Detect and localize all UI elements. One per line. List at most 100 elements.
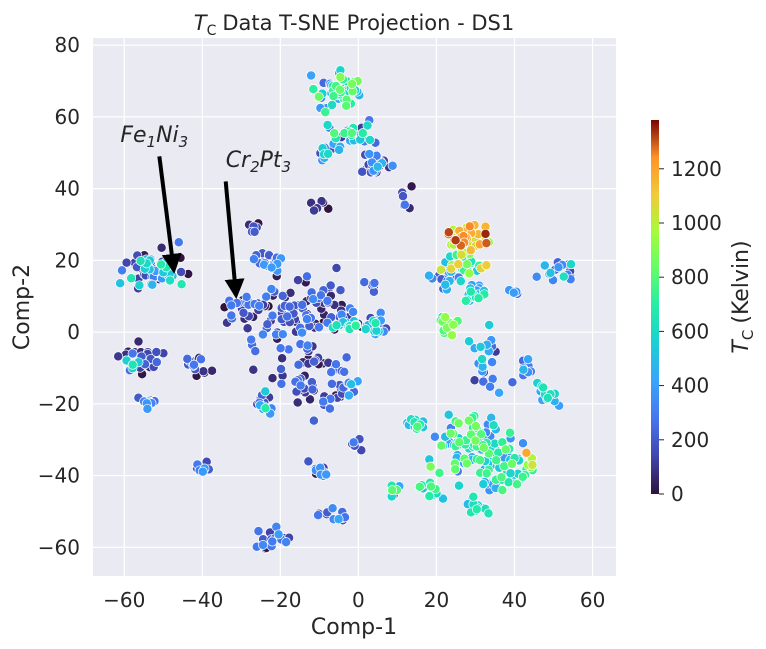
data-point — [182, 353, 193, 364]
data-point — [539, 260, 550, 271]
data-point — [477, 354, 488, 365]
data-point — [302, 340, 313, 351]
data-point — [531, 271, 542, 282]
data-point — [315, 290, 326, 301]
data-point — [453, 418, 464, 429]
data-point — [484, 320, 495, 330]
data-point — [507, 377, 518, 388]
data-point — [284, 301, 295, 312]
data-point — [173, 237, 184, 248]
data-point — [558, 271, 569, 282]
data-point — [434, 467, 445, 478]
data-point — [277, 353, 288, 364]
data-point — [545, 267, 556, 278]
data-point — [324, 403, 335, 414]
colorbar-ticks: 0 200 400 600 800 1000 1200 — [659, 157, 722, 506]
x-tick-label: −20 — [259, 588, 301, 612]
data-point — [323, 148, 334, 159]
data-point — [465, 245, 476, 256]
data-point — [147, 279, 158, 290]
colorbar — [651, 120, 659, 494]
data-point — [542, 392, 553, 403]
data-point — [496, 472, 507, 483]
data-point — [347, 79, 358, 89]
data-point — [303, 456, 314, 467]
data-point — [242, 323, 253, 334]
data-point — [507, 458, 517, 469]
colorbar-tick-label: 1000 — [671, 211, 722, 235]
data-point — [346, 128, 357, 139]
data-point — [262, 319, 273, 330]
data-point — [425, 461, 436, 472]
data-point — [281, 537, 292, 548]
data-point — [553, 262, 564, 273]
data-point — [151, 347, 162, 357]
colorbar-tick-label: 400 — [671, 374, 709, 398]
data-point — [487, 357, 498, 368]
data-point — [357, 128, 368, 139]
data-point — [454, 437, 465, 448]
colorbar-label: TC(Kelvin) — [729, 240, 757, 353]
data-point — [302, 271, 312, 282]
data-point — [226, 310, 237, 321]
data-point — [331, 359, 341, 370]
data-point — [335, 72, 346, 83]
data-point — [521, 447, 532, 458]
x-axis-label: Comp-1 — [311, 615, 397, 640]
data-point — [348, 437, 359, 448]
data-point — [370, 318, 381, 329]
data-point — [292, 397, 303, 408]
annotations: Fe1Ni3 Cr2Pt3 — [120, 123, 291, 300]
data-point — [478, 442, 489, 453]
data-point — [176, 267, 187, 277]
data-point — [250, 346, 261, 357]
annotation-arrow-fe1ni3 — [157, 156, 182, 274]
data-point — [254, 300, 265, 311]
x-tick-label: −40 — [181, 588, 223, 612]
data-point — [313, 91, 324, 102]
data-point — [429, 431, 440, 442]
data-point — [151, 357, 162, 368]
data-point — [346, 379, 357, 390]
data-point — [306, 70, 317, 81]
data-point — [257, 329, 268, 340]
data-point — [325, 280, 336, 291]
data-point — [126, 273, 137, 284]
x-tick-label: −60 — [103, 588, 145, 612]
data-point — [333, 514, 344, 525]
data-point — [241, 291, 252, 302]
data-point — [476, 429, 487, 440]
data-point — [443, 227, 454, 238]
data-point — [483, 508, 494, 519]
y-tick-label: −40 — [38, 464, 80, 488]
data-point — [313, 510, 324, 521]
colorbar-tick-label: 0 — [671, 482, 684, 506]
data-point — [399, 199, 410, 210]
data-point — [331, 320, 342, 331]
x-tick-label: 60 — [580, 588, 605, 612]
colorbar-tick-label: 200 — [671, 428, 709, 452]
data-point — [328, 91, 339, 102]
data-point — [424, 270, 434, 281]
data-point — [359, 277, 370, 288]
y-tick-label: 40 — [55, 177, 80, 201]
data-point — [142, 403, 153, 414]
y-tick-label: 60 — [55, 105, 80, 129]
x-tick-label: 20 — [424, 588, 449, 612]
data-point — [357, 166, 368, 177]
data-point — [505, 427, 515, 438]
annotation-label-fe1ni3: Fe1Ni3 — [120, 123, 188, 151]
data-point — [523, 354, 534, 365]
data-point — [469, 375, 480, 386]
data-point — [127, 359, 138, 370]
data-point — [448, 319, 459, 330]
data-point — [453, 259, 464, 270]
data-point — [276, 364, 286, 374]
data-point — [334, 144, 345, 155]
data-point — [436, 264, 446, 275]
data-point — [481, 260, 492, 271]
y-tick-labels: −60 −40 −20 0 20 40 60 80 — [38, 33, 80, 559]
data-point — [481, 238, 492, 249]
data-point — [293, 359, 304, 370]
